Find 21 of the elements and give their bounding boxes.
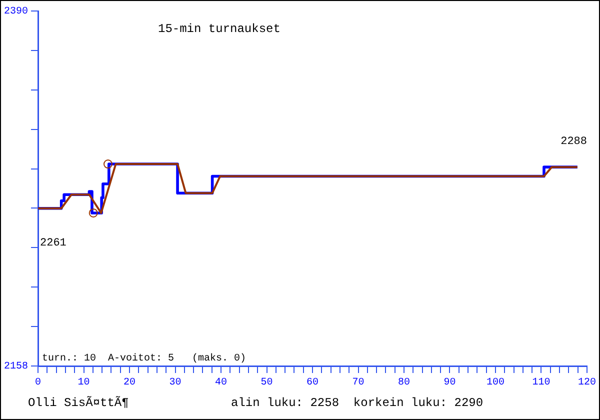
x-tick-label: 70 [352, 378, 364, 389]
x-tick-label: 60 [306, 378, 319, 389]
x-tick-label: 100 [486, 378, 505, 389]
x-tick-label: 10 [78, 378, 90, 389]
x-tick-label: 50 [260, 378, 273, 389]
x-tick-label: 0 [34, 378, 42, 389]
x-tick-label: 40 [214, 378, 228, 389]
y-tick-label: 2158 [4, 362, 28, 373]
x-tick-label: 120 [578, 378, 596, 389]
x-tick-label: 110 [532, 378, 550, 389]
annotation: 2261 [40, 237, 67, 250]
text: alin luku: 2258 korkein luku: 2290 [231, 396, 484, 410]
text: 15-min turnaukset [158, 22, 280, 36]
y-tick-label: 2390 [4, 6, 28, 18]
x-tick-label: 30 [169, 378, 182, 389]
annotation: 2288 [560, 136, 587, 148]
x-tick-label: 20 [123, 378, 136, 389]
x-tick-label: 80 [398, 378, 410, 389]
x-tick-label: 90 [444, 378, 456, 389]
annotation: turn.: 10 A-voitot: 5 (maks. 0) [42, 352, 246, 365]
text: Olli SisÃ¤ttÃ¶ [28, 396, 129, 410]
